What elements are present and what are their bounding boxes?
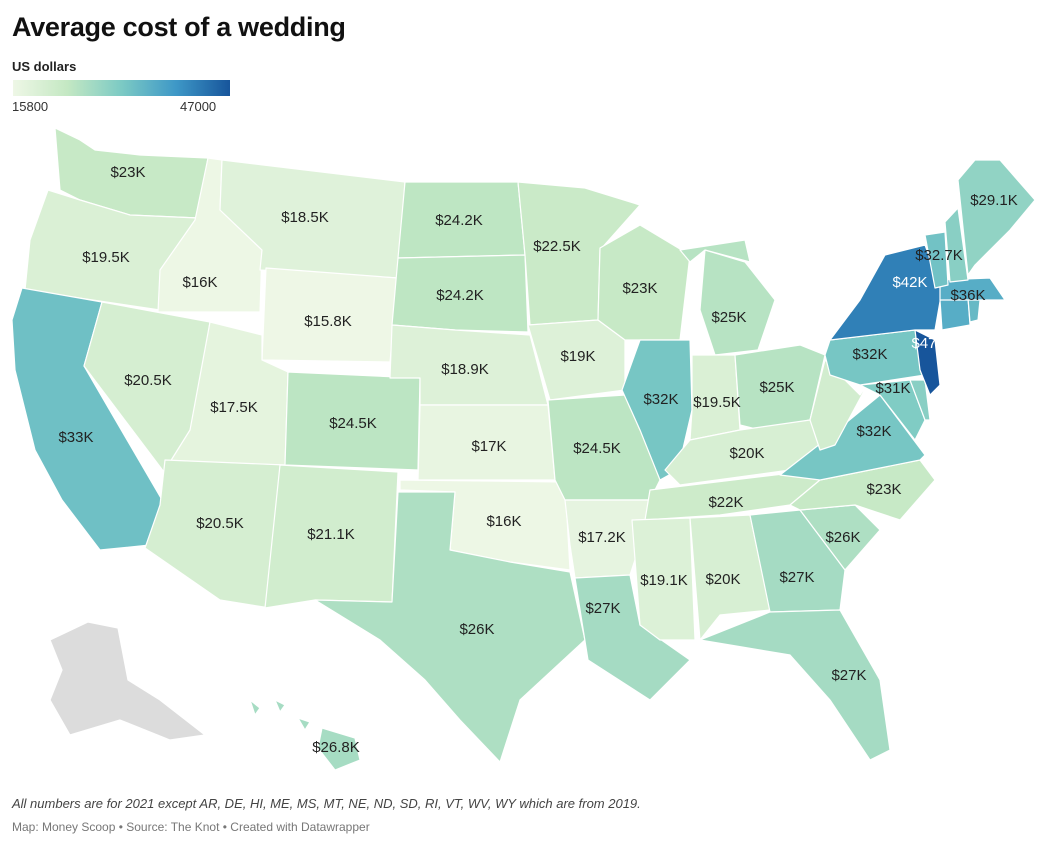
- legend-min-label: 15800: [12, 99, 49, 114]
- state-label-wi: $23K: [622, 280, 657, 297]
- state-hi-part[interactable]: [274, 699, 286, 713]
- state-label-ga: $27K: [779, 569, 814, 586]
- state-sd[interactable]: [391, 254, 529, 333]
- state-label-nc: $23K: [866, 481, 901, 498]
- state-label-nv: $20.5K: [124, 372, 172, 389]
- state-label-md: $31K: [875, 380, 910, 397]
- state-label-sc: $26K: [825, 529, 860, 546]
- state-ma[interactable]: [939, 277, 1006, 301]
- state-label-fl: $27K: [831, 667, 866, 684]
- state-al[interactable]: [689, 514, 771, 641]
- state-md[interactable]: [859, 379, 926, 441]
- state-label-va: $32K: [856, 423, 891, 440]
- legend-title: US dollars: [12, 59, 77, 74]
- state-label-pa: $32K: [852, 346, 887, 363]
- state-wy[interactable]: [261, 267, 399, 363]
- state-value-labels: $23K $19.5K $33K $16K $20.5K $18.5K $15.8K $17.…: [58, 164, 1017, 756]
- state-nh[interactable]: [944, 207, 969, 283]
- state-label-id: $16K: [182, 274, 217, 291]
- state-tx[interactable]: [314, 491, 586, 763]
- state-label-ny: $42K: [892, 274, 927, 291]
- legend-color-scale: [13, 80, 230, 96]
- state-label-il: $32K: [643, 391, 678, 408]
- state-label-wa: $23K: [110, 164, 145, 181]
- state-label-ar: $17.2K: [578, 529, 626, 546]
- state-az[interactable]: [144, 459, 286, 609]
- state-label-ia: $19K: [560, 348, 595, 365]
- state-label-nd: $24.2K: [435, 212, 483, 229]
- state-label-in: $19.5K: [693, 394, 741, 411]
- state-label-ma: $36K: [950, 287, 985, 304]
- state-label-az: $20.5K: [196, 515, 244, 532]
- state-label-nj: $47K: [911, 335, 946, 352]
- state-label-la: $27K: [585, 600, 620, 617]
- state-ga[interactable]: [749, 509, 846, 613]
- state-label-ca: $33K: [58, 429, 93, 446]
- us-choropleth-map: $23K $19.5K $33K $16K $20.5K $18.5K $15.8K $17.…: [11, 127, 1036, 771]
- state-label-mo: $24.5K: [573, 440, 621, 457]
- state-mi[interactable]: [699, 249, 776, 356]
- state-label-ut: $17.5K: [210, 399, 258, 416]
- state-label-or: $19.5K: [82, 249, 130, 266]
- source-credit: Map: Money Scoop • Source: The Knot • Cr…: [12, 820, 370, 834]
- state-la[interactable]: [574, 574, 691, 701]
- state-label-nm: $21.1K: [307, 526, 355, 543]
- state-label-ks: $17K: [471, 438, 506, 455]
- state-label-hi: $26.8K: [312, 739, 360, 756]
- state-label-co: $24.5K: [329, 415, 377, 432]
- state-hi-part[interactable]: [297, 717, 311, 731]
- state-label-mt: $18.5K: [281, 209, 329, 226]
- state-label-ms: $19.1K: [640, 572, 688, 589]
- state-label-oh: $25K: [759, 379, 794, 396]
- state-il[interactable]: [621, 339, 693, 481]
- state-nj[interactable]: [914, 329, 941, 396]
- state-ak[interactable]: [49, 621, 206, 741]
- state-me[interactable]: [957, 159, 1036, 276]
- state-label-tx: $26K: [459, 621, 494, 638]
- state-ms[interactable]: [631, 517, 696, 641]
- state-hi-part[interactable]: [317, 727, 361, 771]
- legend-max-label: 47000: [180, 99, 217, 114]
- state-vt[interactable]: [924, 231, 949, 289]
- state-label-tn: $22K: [708, 494, 743, 511]
- footnote: All numbers are for 2021 except AR, DE, …: [12, 796, 641, 811]
- state-fl[interactable]: [699, 609, 891, 761]
- state-label-wy: $15.8K: [304, 313, 352, 330]
- state-shapes: [11, 127, 1036, 771]
- state-label-vt: $32.7K: [915, 247, 963, 264]
- state-de[interactable]: [909, 379, 931, 421]
- state-label-me: $29.1K: [970, 192, 1018, 209]
- state-label-sd: $24.2K: [436, 287, 484, 304]
- state-mi-part[interactable]: [679, 239, 751, 263]
- state-ia[interactable]: [527, 319, 626, 401]
- state-label-ok: $16K: [486, 513, 521, 530]
- state-label-mn: $22.5K: [533, 238, 581, 255]
- state-label-al: $20K: [705, 571, 740, 588]
- state-label-ne: $18.9K: [441, 361, 489, 378]
- state-label-ky: $20K: [729, 445, 764, 462]
- chart-title: Average cost of a wedding: [12, 12, 346, 42]
- state-hi[interactable]: [249, 699, 261, 716]
- state-label-mi: $25K: [711, 309, 746, 326]
